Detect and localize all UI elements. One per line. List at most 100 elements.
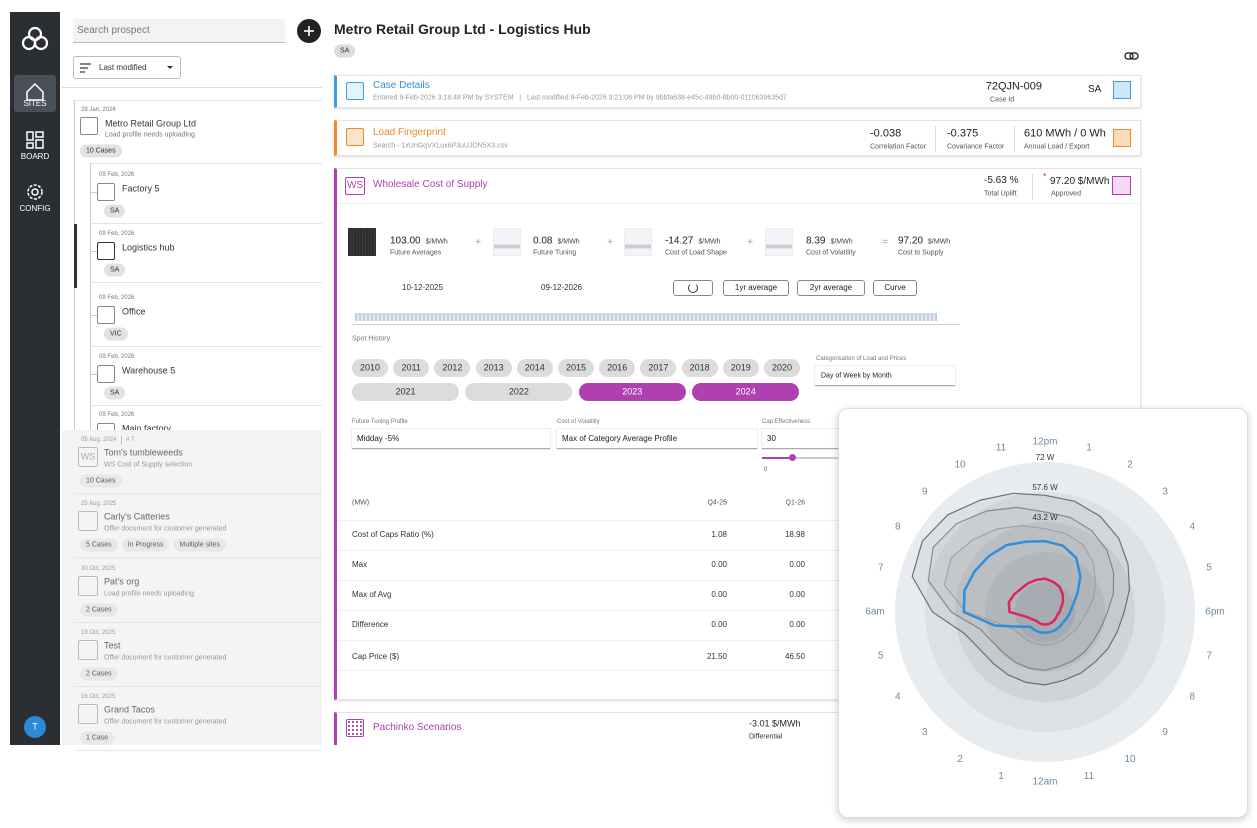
pachinko-label: Differential [749,733,783,741]
spot-strip [355,313,937,321]
year-pill[interactable] [722,359,759,377]
operator: = [882,237,888,248]
prospect-date: 30 Oct, 2025 [81,565,116,572]
year-pill[interactable] [681,359,718,377]
year-label: 2020 [771,362,793,373]
component-value: -14.27 [665,235,694,247]
end-date: 09-12-2026 [541,283,582,292]
component-value-row: 8.39 $/MWh [806,236,853,247]
search-box[interactable] [73,19,285,43]
component-unit: $/MWh [928,238,951,246]
year-pill[interactable] [465,383,573,401]
component-thumbnail [765,228,793,256]
logo [21,26,49,51]
approved-marker: * [1043,171,1047,182]
table-cell: 0.00 [789,590,805,599]
card [334,120,1141,156]
angle-label: 3 [1162,486,1168,497]
tag-row: 10 Cases [80,144,122,158]
button-label: Curve [884,283,906,292]
sort-icon [80,63,91,73]
select[interactable] [557,429,757,449]
search-placeholder: Search prospect [77,25,150,36]
card [334,75,1141,108]
series-line [1007,577,1065,626]
ws-square[interactable] [1112,176,1131,195]
site-name: Logistics hub [122,242,175,253]
tag: 2 Cases [80,603,118,617]
separator [90,405,322,406]
nav-active [14,75,56,112]
stat-label: Annual Load / Export [1024,143,1090,151]
avatar-circle[interactable] [24,716,46,738]
slider-handle[interactable] [789,454,796,461]
operator: + [747,237,753,248]
prospect-icon [78,511,98,532]
site-date: 09 Feb, 2026 [99,172,135,178]
tag: 2 Cases [80,667,118,681]
button[interactable] [723,280,789,296]
button[interactable] [797,280,865,296]
stat-separator [1032,174,1033,200]
button[interactable] [873,280,917,296]
select[interactable] [762,429,842,449]
component-value-row: -14.27 $/MWh [665,236,721,247]
year-label: 2022 [508,386,529,397]
angle-label: 2 [957,754,963,765]
radar-chart: 72 W 57.6 W 43.2 W 12pm 1 2 3 4 5 6pm 7 8 9 10 11 12am 1… [865,437,1224,788]
uplift-value: -5.63 % [984,175,1019,186]
sort-select[interactable] [73,56,181,79]
year-pill[interactable] [475,359,512,377]
uplift-label: Total Uplift [984,190,1017,198]
site-name: Factory 5 [122,183,160,194]
prospect-name: Grand Tacos [104,704,155,715]
site-state: SA [104,204,126,218]
angle-label: 3 [922,727,928,738]
year-pill[interactable] [764,359,800,377]
sort-value: Last modified [99,63,147,72]
year-label: 2021 [395,386,416,397]
angle-label: 4 [1189,522,1195,533]
select[interactable] [352,429,550,449]
table-rule [337,520,847,521]
year-pill[interactable] [352,383,459,401]
year-label: 2023 [622,386,643,397]
site-selected [74,224,77,288]
prospect-name: Test [104,640,121,651]
year-pill[interactable] [352,359,388,377]
prospect-name: Pat's org [104,576,140,587]
prospect-date: 05 Aug, 2024 [81,437,117,443]
year-pill[interactable] [558,359,594,377]
year-pill[interactable] [578,383,686,401]
component-label: Cost of Volatility [806,249,856,257]
slider-track [762,457,840,459]
select-label: Cost of Volatility [557,419,600,425]
caret [167,66,173,69]
case-icon [346,82,364,100]
select[interactable] [815,366,955,386]
angle-label: 2 [1127,459,1133,470]
nav-label: BOARD [20,152,50,161]
site-icon [97,183,115,201]
refresh-button[interactable] [673,280,713,296]
button-label: 1yr average [734,283,778,292]
year-pill[interactable] [692,383,800,401]
fingerprint-square[interactable] [1113,129,1131,147]
angle-label: 4 [895,692,901,703]
angle-label: 7 [878,563,884,574]
year-pill[interactable] [599,359,636,377]
year-pill[interactable] [434,359,471,377]
ws-icon [345,177,365,195]
case-square[interactable] [1113,81,1131,99]
separator [74,685,322,687]
table-header: Q1-26 [785,499,805,507]
year-pill[interactable] [516,359,553,377]
table-cell: 0.00 [789,620,805,629]
prospect-ref: # 7 [121,436,134,444]
config-icon [27,184,43,200]
year-pill[interactable] [640,359,677,377]
board-icon [26,131,44,149]
year-pill[interactable] [393,359,430,377]
select-value: Midday -5% [357,434,400,443]
